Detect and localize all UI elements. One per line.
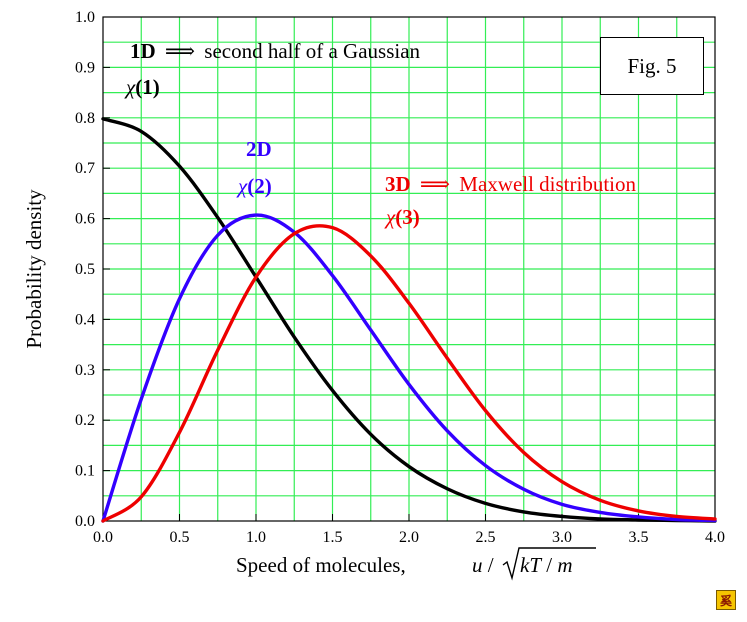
y-tick-label: 0.4: [75, 311, 95, 328]
y-tick-label: 0.2: [75, 412, 95, 429]
annotation-3d: 3D ⟹ Maxwell distribution: [385, 172, 637, 196]
figure-label-box: Fig. 5: [600, 37, 704, 95]
x-tick-label: 1.0: [246, 529, 266, 546]
y-tick-label: 0.5: [75, 261, 95, 278]
x-axis-formula: u / kT / m: [472, 547, 596, 581]
annotation-1d-prefix: 1D: [130, 39, 156, 63]
annotation-chi2-suffix: (2): [247, 174, 272, 198]
svg-text:u /: u /: [472, 553, 494, 577]
annotation-1d: 1D ⟹ second half of a Gaussian: [130, 39, 421, 63]
x-tick-label: 1.5: [323, 529, 343, 546]
x-tick-label: 2.0: [399, 529, 419, 546]
y-tick-label: 0.0: [75, 513, 95, 530]
y-tick-label: 0.9: [75, 59, 95, 76]
annotation-chi1-symbol: χ: [124, 75, 136, 99]
annotation-chi2-symbol: χ: [236, 174, 248, 198]
annotation-2d: 2D: [246, 137, 272, 161]
y-tick-label: 0.3: [75, 362, 95, 379]
x-tick-label: 3.5: [629, 529, 649, 546]
x-tick-label: 0.0: [93, 529, 113, 546]
y-tick-label: 1.0: [75, 9, 95, 26]
grid-lines: [103, 17, 715, 521]
formula-u: u: [472, 553, 483, 577]
y-tick-labels: 0.0 0.1 0.2 0.3 0.4 0.5 0.6 0.7 0.8 0.9 1.0: [75, 9, 95, 530]
y-tick-label: 0.7: [75, 160, 95, 177]
x-tick-label: 4.0: [705, 529, 725, 546]
annotation-chi1-suffix: (1): [135, 75, 160, 99]
figure-label: Fig. 5: [627, 53, 677, 78]
annotation-1d-text: second half of a Gaussian: [204, 39, 420, 63]
annotation-3d-text: Maxwell distribution: [459, 172, 636, 196]
x-axis-title: Speed of molecules,: [236, 553, 406, 577]
formula-slash-1: /: [483, 553, 494, 577]
annotation-chi3-suffix: (3): [395, 205, 420, 229]
series-lines: [101, 117, 717, 523]
formula-slash-2: /: [541, 553, 557, 577]
y-tick-label: 0.6: [75, 211, 95, 228]
y-tick-label: 0.8: [75, 110, 95, 127]
series-line-1: [101, 117, 717, 523]
annotation-1d-arrow: ⟹: [165, 39, 195, 63]
series-line-3: [101, 224, 717, 523]
annotation-3d-arrow: ⟹: [420, 172, 450, 196]
annotation-chi2: χ(2): [236, 174, 272, 198]
series-line-2: [101, 213, 717, 523]
x-tick-label: 2.5: [476, 529, 496, 546]
svg-text:kT / m: kT / m: [520, 553, 573, 577]
x-axis-title-text: Speed of molecules,: [236, 553, 406, 577]
annotation-chi3-symbol: χ: [384, 205, 396, 229]
y-axis-title: Probability density: [22, 189, 46, 349]
formula-m: m: [557, 553, 572, 577]
y-tick-label: 0.1: [75, 463, 95, 480]
x-tick-label: 3.0: [552, 529, 572, 546]
sqrt-sign: [502, 547, 596, 581]
annotation-chi3: χ(3): [384, 205, 420, 229]
annotation-chi1: χ(1): [124, 75, 160, 99]
formula-kt: kT: [520, 553, 542, 577]
logo-glyph: 奚: [719, 593, 732, 608]
x-tick-labels: 0.0 0.5 1.0 1.5 2.0 2.5 3.0 3.5 4.0: [93, 529, 725, 546]
logo-icon: 奚: [716, 590, 736, 610]
x-tick-label: 0.5: [170, 529, 190, 546]
annotation-3d-prefix: 3D: [385, 172, 411, 196]
